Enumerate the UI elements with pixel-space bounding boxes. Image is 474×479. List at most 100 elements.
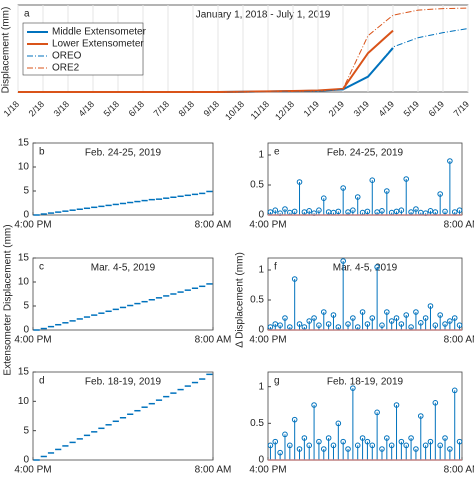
- x-tick-label: 7/19: [452, 99, 471, 118]
- stem-marker: [369, 442, 376, 449]
- stem-marker: [364, 438, 371, 445]
- stem-marker: [447, 158, 453, 164]
- x-tick-label: 1/19: [302, 99, 321, 118]
- stem-marker: [306, 442, 313, 449]
- y-tick-label: 0: [23, 455, 29, 466]
- stem-marker: [291, 276, 298, 282]
- panel-label: c: [39, 262, 44, 273]
- panel-label: f: [274, 262, 277, 273]
- stem-marker: [422, 442, 429, 449]
- stem-marker: [388, 318, 395, 324]
- stem-marker: [296, 179, 303, 185]
- y-tick-label: 0.5: [250, 295, 264, 306]
- axes-frame: [32, 371, 214, 461]
- stem-marker: [442, 435, 448, 441]
- stem-marker: [350, 315, 356, 321]
- axes-frame: [32, 257, 214, 331]
- x-tick-label: 6/19: [427, 99, 446, 118]
- stem-marker: [451, 387, 458, 394]
- x-tick-label: 2/19: [327, 99, 346, 118]
- stem-marker: [350, 207, 356, 213]
- panel-title: Feb. 18-19, 2019: [327, 377, 404, 388]
- legend-label: OREO: [52, 51, 82, 62]
- stem-marker: [403, 442, 410, 449]
- stem-marker: [282, 206, 288, 212]
- stem-marker: [393, 402, 400, 408]
- stem-marker: [456, 322, 463, 329]
- stem-marker: [432, 322, 439, 329]
- panel-label: g: [274, 376, 280, 387]
- stem-marker: [369, 315, 376, 321]
- stem-marker: [442, 208, 448, 215]
- stem-marker: [296, 321, 303, 327]
- line-series: [18, 7, 469, 93]
- stem-marker: [311, 402, 317, 408]
- stem-marker: [316, 322, 322, 329]
- stem-marker: [384, 309, 390, 315]
- y-tick-label: 0: [258, 455, 264, 466]
- stem-marker: [456, 207, 463, 213]
- stem-marker: [306, 318, 313, 324]
- panel-label: b: [39, 147, 45, 158]
- x-tick-label: 12/18: [273, 99, 296, 122]
- stem-marker: [330, 312, 337, 318]
- x-tick-label: 8:00 AM: [444, 335, 474, 346]
- y-label: Δ Displacement (mm): [235, 252, 246, 348]
- panel-title: Mar. 4-5, 2019: [91, 263, 156, 274]
- stem-marker: [301, 435, 308, 441]
- stem-marker: [437, 442, 443, 449]
- stem-marker: [320, 446, 327, 452]
- stem-marker: [384, 435, 390, 441]
- stem-marker: [442, 321, 448, 327]
- axes-frame: [32, 142, 214, 216]
- stem-marker: [432, 400, 439, 406]
- x-tick-label: 5/18: [102, 99, 121, 118]
- x-tick-label: 8:00 AM: [195, 335, 232, 346]
- y-tick-label: 5: [23, 425, 29, 436]
- panel-title: Feb. 24-25, 2019: [85, 148, 162, 159]
- stem-marker: [379, 446, 385, 452]
- stem-marker: [330, 442, 337, 449]
- x-tick-label: 3/19: [352, 99, 371, 118]
- x-tick-label: 11/18: [249, 99, 272, 122]
- stem-marker: [272, 207, 279, 213]
- y-tick-label: 0: [258, 325, 264, 336]
- panel-title: Feb. 18-19, 2019: [85, 377, 162, 388]
- stem-marker: [413, 206, 419, 212]
- x-tick-label: 4:00 PM: [14, 465, 51, 474]
- y-tick-label: 10: [18, 396, 30, 407]
- stem-marker: [398, 438, 405, 445]
- stem-marker: [384, 188, 390, 194]
- stem-marker: [354, 442, 361, 449]
- stem-marker: [320, 309, 327, 315]
- stem-marker: [364, 208, 371, 215]
- x-tick-label: 8:00 AM: [444, 220, 474, 231]
- x-tick-label: 4/18: [77, 99, 96, 118]
- y-tick-label: 15: [18, 253, 30, 264]
- x-tick-label: 1/18: [2, 99, 21, 118]
- x-tick-label: 8:00 AM: [444, 465, 474, 474]
- stem-marker: [306, 208, 313, 214]
- panel-label: a: [24, 9, 30, 20]
- legend-label: ORE2: [52, 63, 80, 74]
- stem-marker: [413, 309, 419, 315]
- stem-marker: [388, 442, 395, 449]
- x-tick-label: 4/19: [377, 99, 396, 118]
- x-tick-label: 2/18: [27, 99, 46, 118]
- y-tick-label: 5: [23, 301, 29, 312]
- stem-marker: [369, 177, 376, 183]
- stem-marker: [272, 438, 279, 445]
- stem-marker: [340, 438, 346, 445]
- stem-marker: [456, 438, 463, 445]
- stem-marker: [325, 435, 332, 441]
- y-tick-label: 0.5: [250, 180, 264, 191]
- stem-marker: [272, 321, 279, 327]
- stem-marker: [379, 322, 385, 329]
- y-tick-label: 10: [18, 277, 30, 288]
- y-tick-label: 1: [258, 381, 264, 392]
- x-tick-label: 4:00 PM: [249, 220, 286, 231]
- stem-marker: [316, 438, 322, 445]
- x-tick-label: 4:00 PM: [14, 220, 51, 231]
- x-tick-label: 8/18: [177, 99, 196, 118]
- x-tick-label: 4:00 PM: [249, 465, 286, 474]
